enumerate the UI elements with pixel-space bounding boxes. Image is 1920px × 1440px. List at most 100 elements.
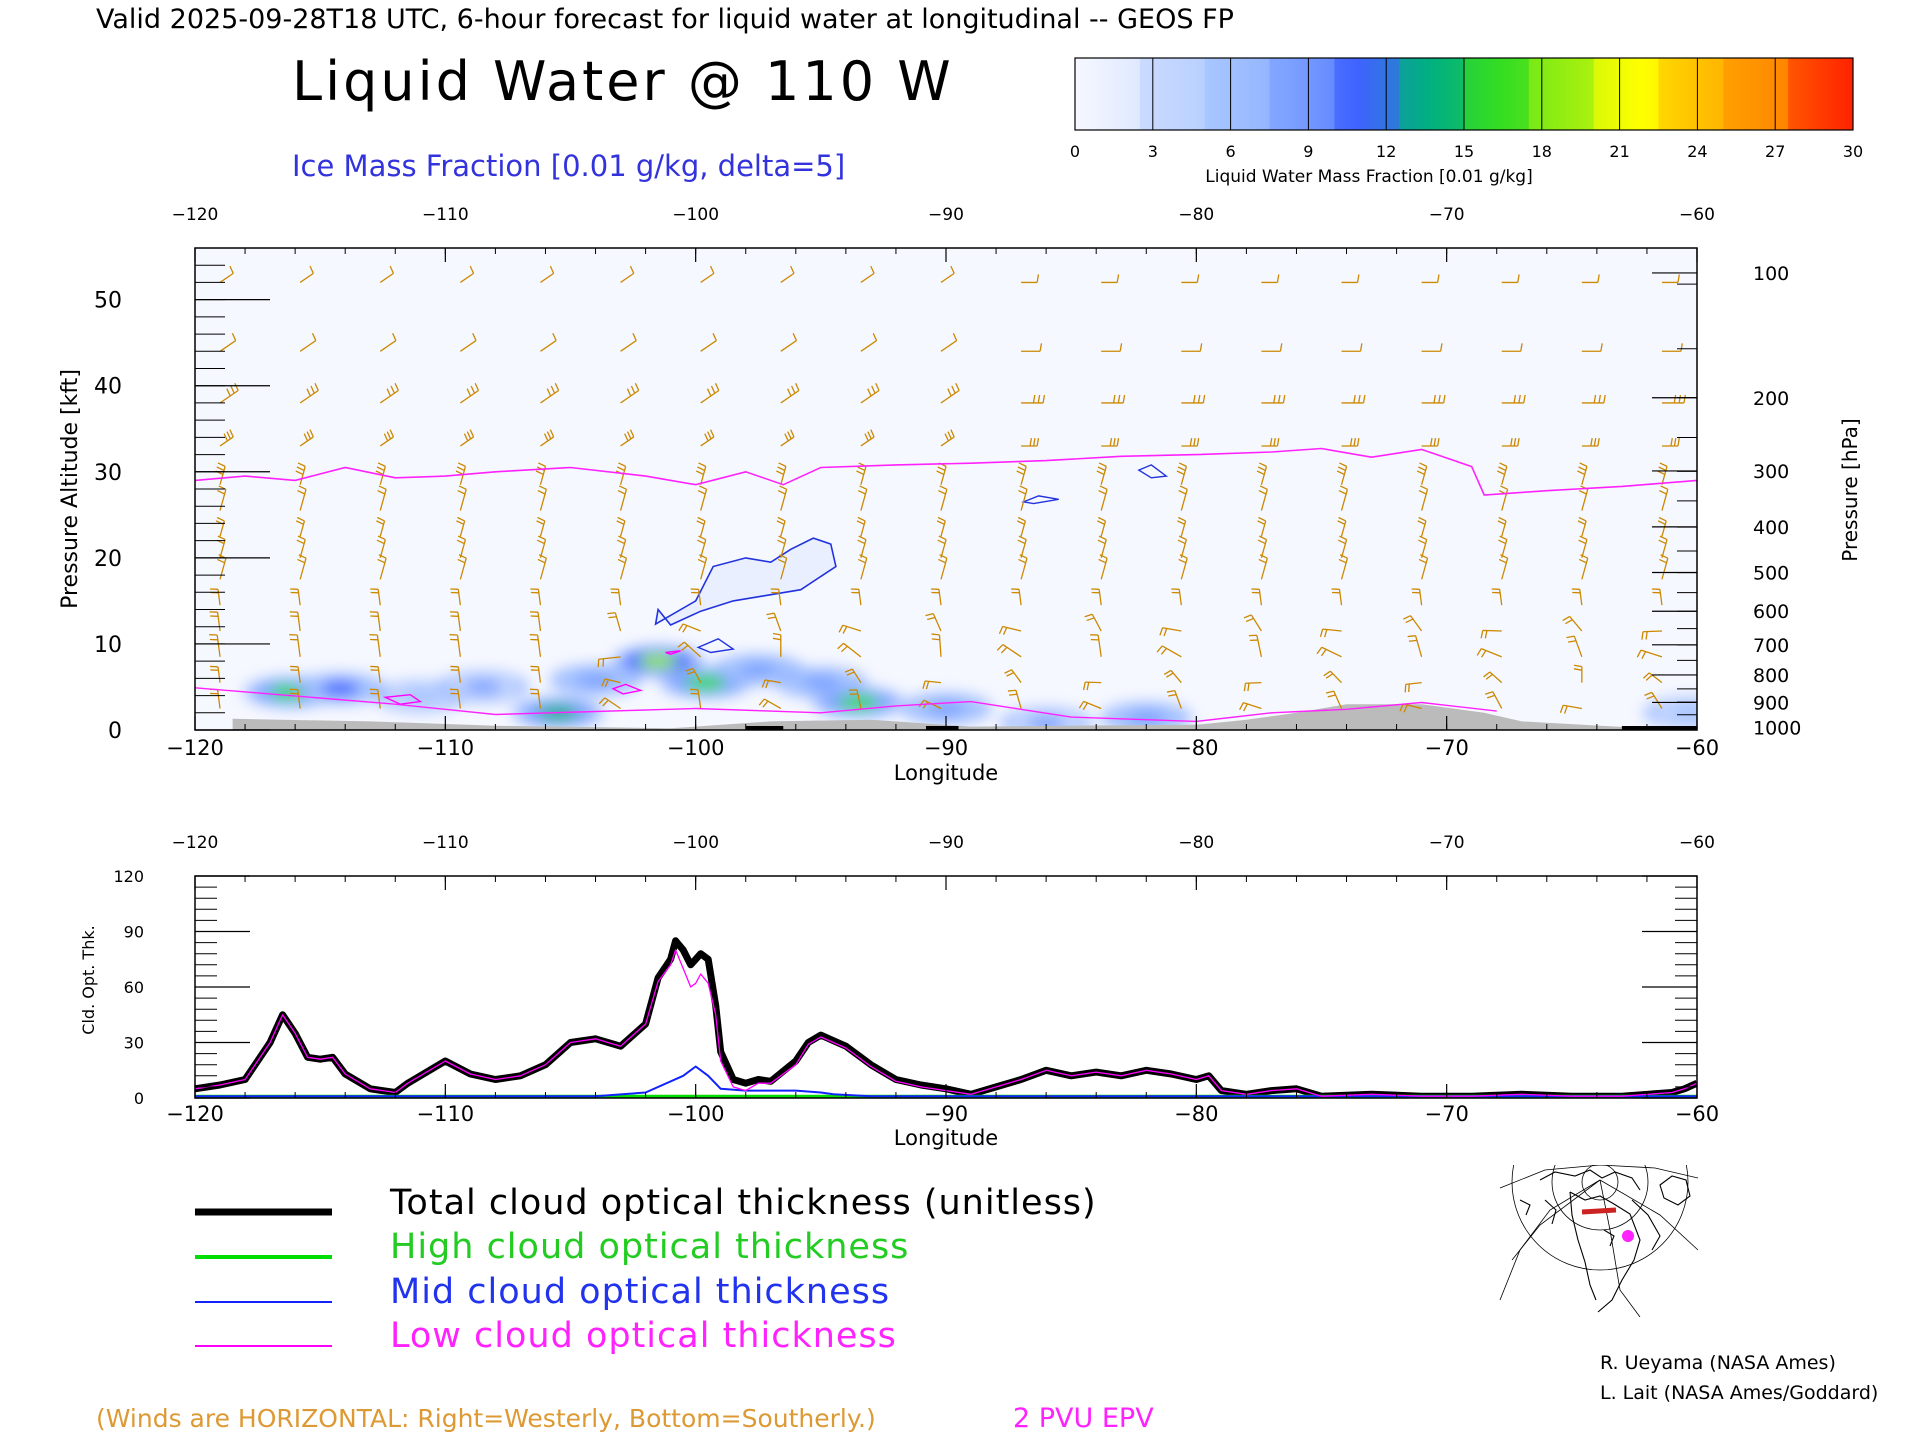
wind-barb: [856, 516, 866, 537]
wind-barb-staff: [299, 466, 306, 485]
wind-barb-staff: [1002, 625, 1022, 632]
wind-barb: [1641, 630, 1662, 640]
legend: Total cloud optical thickness (unitless)…: [195, 1183, 1096, 1356]
wind-barb-feather: [1086, 617, 1095, 622]
wind-barb-staff: [1340, 489, 1349, 511]
wind-barb: [529, 688, 542, 709]
wind-barb-feather: [1403, 704, 1408, 713]
wind-barb-feather: [840, 645, 848, 653]
wind-barb-staff: [459, 436, 474, 447]
wind-barb: [1659, 485, 1669, 511]
wind-barb-feather: [952, 333, 958, 341]
wind-barb-feather: [617, 516, 626, 522]
x-tick-label-bottom: −60: [1675, 1102, 1719, 1126]
wind-barb-feather: [1247, 683, 1250, 692]
wind-barb-staff: [700, 466, 707, 485]
wind-barb-feather: [918, 699, 925, 708]
wind-barb-feather: [1517, 437, 1520, 447]
wind-barb-feather: [704, 433, 709, 442]
wind-barb: [1021, 437, 1040, 447]
wind-barb-staff: [459, 558, 467, 580]
wind-barb: [536, 535, 547, 559]
wind-barb-feather: [778, 535, 787, 541]
wind-barb-staff: [1260, 520, 1267, 537]
wind-barb-feather: [1657, 470, 1666, 476]
wind-barb-staff: [459, 539, 467, 559]
wind-barb: [1642, 672, 1663, 684]
wind-barb-feather: [1243, 703, 1248, 712]
wind-barb: [777, 535, 787, 559]
wind-barb: [540, 382, 560, 404]
wind-barb-staff: [860, 558, 868, 580]
wind-barb-feather: [604, 679, 610, 688]
wind-barb-feather: [1497, 470, 1505, 476]
wind-barb: [1661, 343, 1683, 352]
wind-barb-feather: [616, 520, 625, 525]
wind-barb-feather: [311, 333, 317, 341]
wind-barb-feather: [1481, 650, 1487, 658]
wind-barb-feather: [1336, 470, 1345, 476]
x-tick-label-top: −100: [672, 205, 719, 225]
wind-barb-feather: [1419, 462, 1427, 467]
wind-barb-feather: [1196, 274, 1200, 283]
wind-barb-feather: [1641, 651, 1647, 659]
wind-barb: [529, 634, 542, 657]
wind-barb-feather: [1646, 695, 1655, 700]
small-contour: [382, 693, 423, 705]
wind-barb: [770, 588, 782, 606]
wind-barb-feather: [1016, 470, 1025, 476]
wind-barb-feather: [1156, 645, 1163, 653]
wind-barb-feather: [1177, 466, 1186, 472]
wind-barb: [1573, 664, 1583, 683]
wind-barb-feather: [618, 485, 627, 490]
wind-barb-staff: [1083, 700, 1102, 710]
wind-barb: [295, 462, 306, 485]
wind-barb-feather: [1433, 437, 1437, 447]
wind-barb: [1578, 554, 1589, 580]
liquid-water-core: [738, 662, 779, 677]
wind-barb-feather: [857, 516, 866, 522]
wind-barb-staff: [1002, 644, 1022, 658]
wind-barb-feather: [1258, 558, 1267, 564]
wind-barb-feather: [1498, 466, 1506, 472]
wind-barb-feather: [697, 466, 705, 472]
wind-barb: [1341, 274, 1360, 284]
optical-thickness-panel: −120 −120 −110 −110 −100 −100 −90 −90 −80 −80 −70 −…: [79, 833, 1719, 1150]
wind-barb: [377, 554, 387, 580]
wind-barb-staff: [932, 613, 942, 632]
wind-barb-feather: [457, 516, 465, 522]
wind-barb-staff: [1100, 558, 1108, 580]
wind-barb-feather: [1178, 516, 1186, 522]
wind-barb-staff: [780, 539, 787, 559]
wind-barb-staff: [459, 340, 477, 352]
wind-barb: [998, 625, 1022, 636]
wind-barb-feather: [1018, 462, 1027, 467]
wind-barb: [1325, 690, 1343, 709]
wind-barb-staff: [1642, 630, 1662, 633]
wind-barb-feather: [386, 431, 392, 440]
wind-barb-feather: [537, 558, 546, 564]
wind-barb-feather: [864, 433, 869, 442]
wind-barb-feather: [857, 489, 866, 495]
wind-barb: [860, 333, 878, 352]
colorbar-tick-label: 9: [1303, 142, 1313, 161]
wind-barb-feather: [602, 699, 609, 707]
x-tick-label: −120: [166, 736, 224, 760]
wind-barb-staff: [296, 634, 301, 657]
wind-barb: [1418, 554, 1429, 580]
wind-barb-staff: [620, 272, 635, 283]
wind-barb-feather: [463, 433, 469, 442]
wind-barb: [677, 641, 702, 658]
wind-barb: [617, 485, 628, 511]
wind-barb-feather: [696, 520, 705, 525]
wind-barb-staff: [299, 520, 306, 537]
wind-barb-feather: [297, 489, 306, 495]
wind-barb-feather: [844, 668, 853, 673]
wind-barb-feather: [856, 520, 865, 525]
wind-barb-feather: [1578, 558, 1587, 564]
wind-barb: [1096, 462, 1107, 485]
wind-barb-feather: [707, 431, 712, 440]
wind-barb-feather: [778, 462, 787, 467]
winds-note: (Winds are HORIZONTAL: Right=Westerly, B…: [96, 1404, 876, 1433]
wind-barb-staff: [1174, 690, 1182, 709]
